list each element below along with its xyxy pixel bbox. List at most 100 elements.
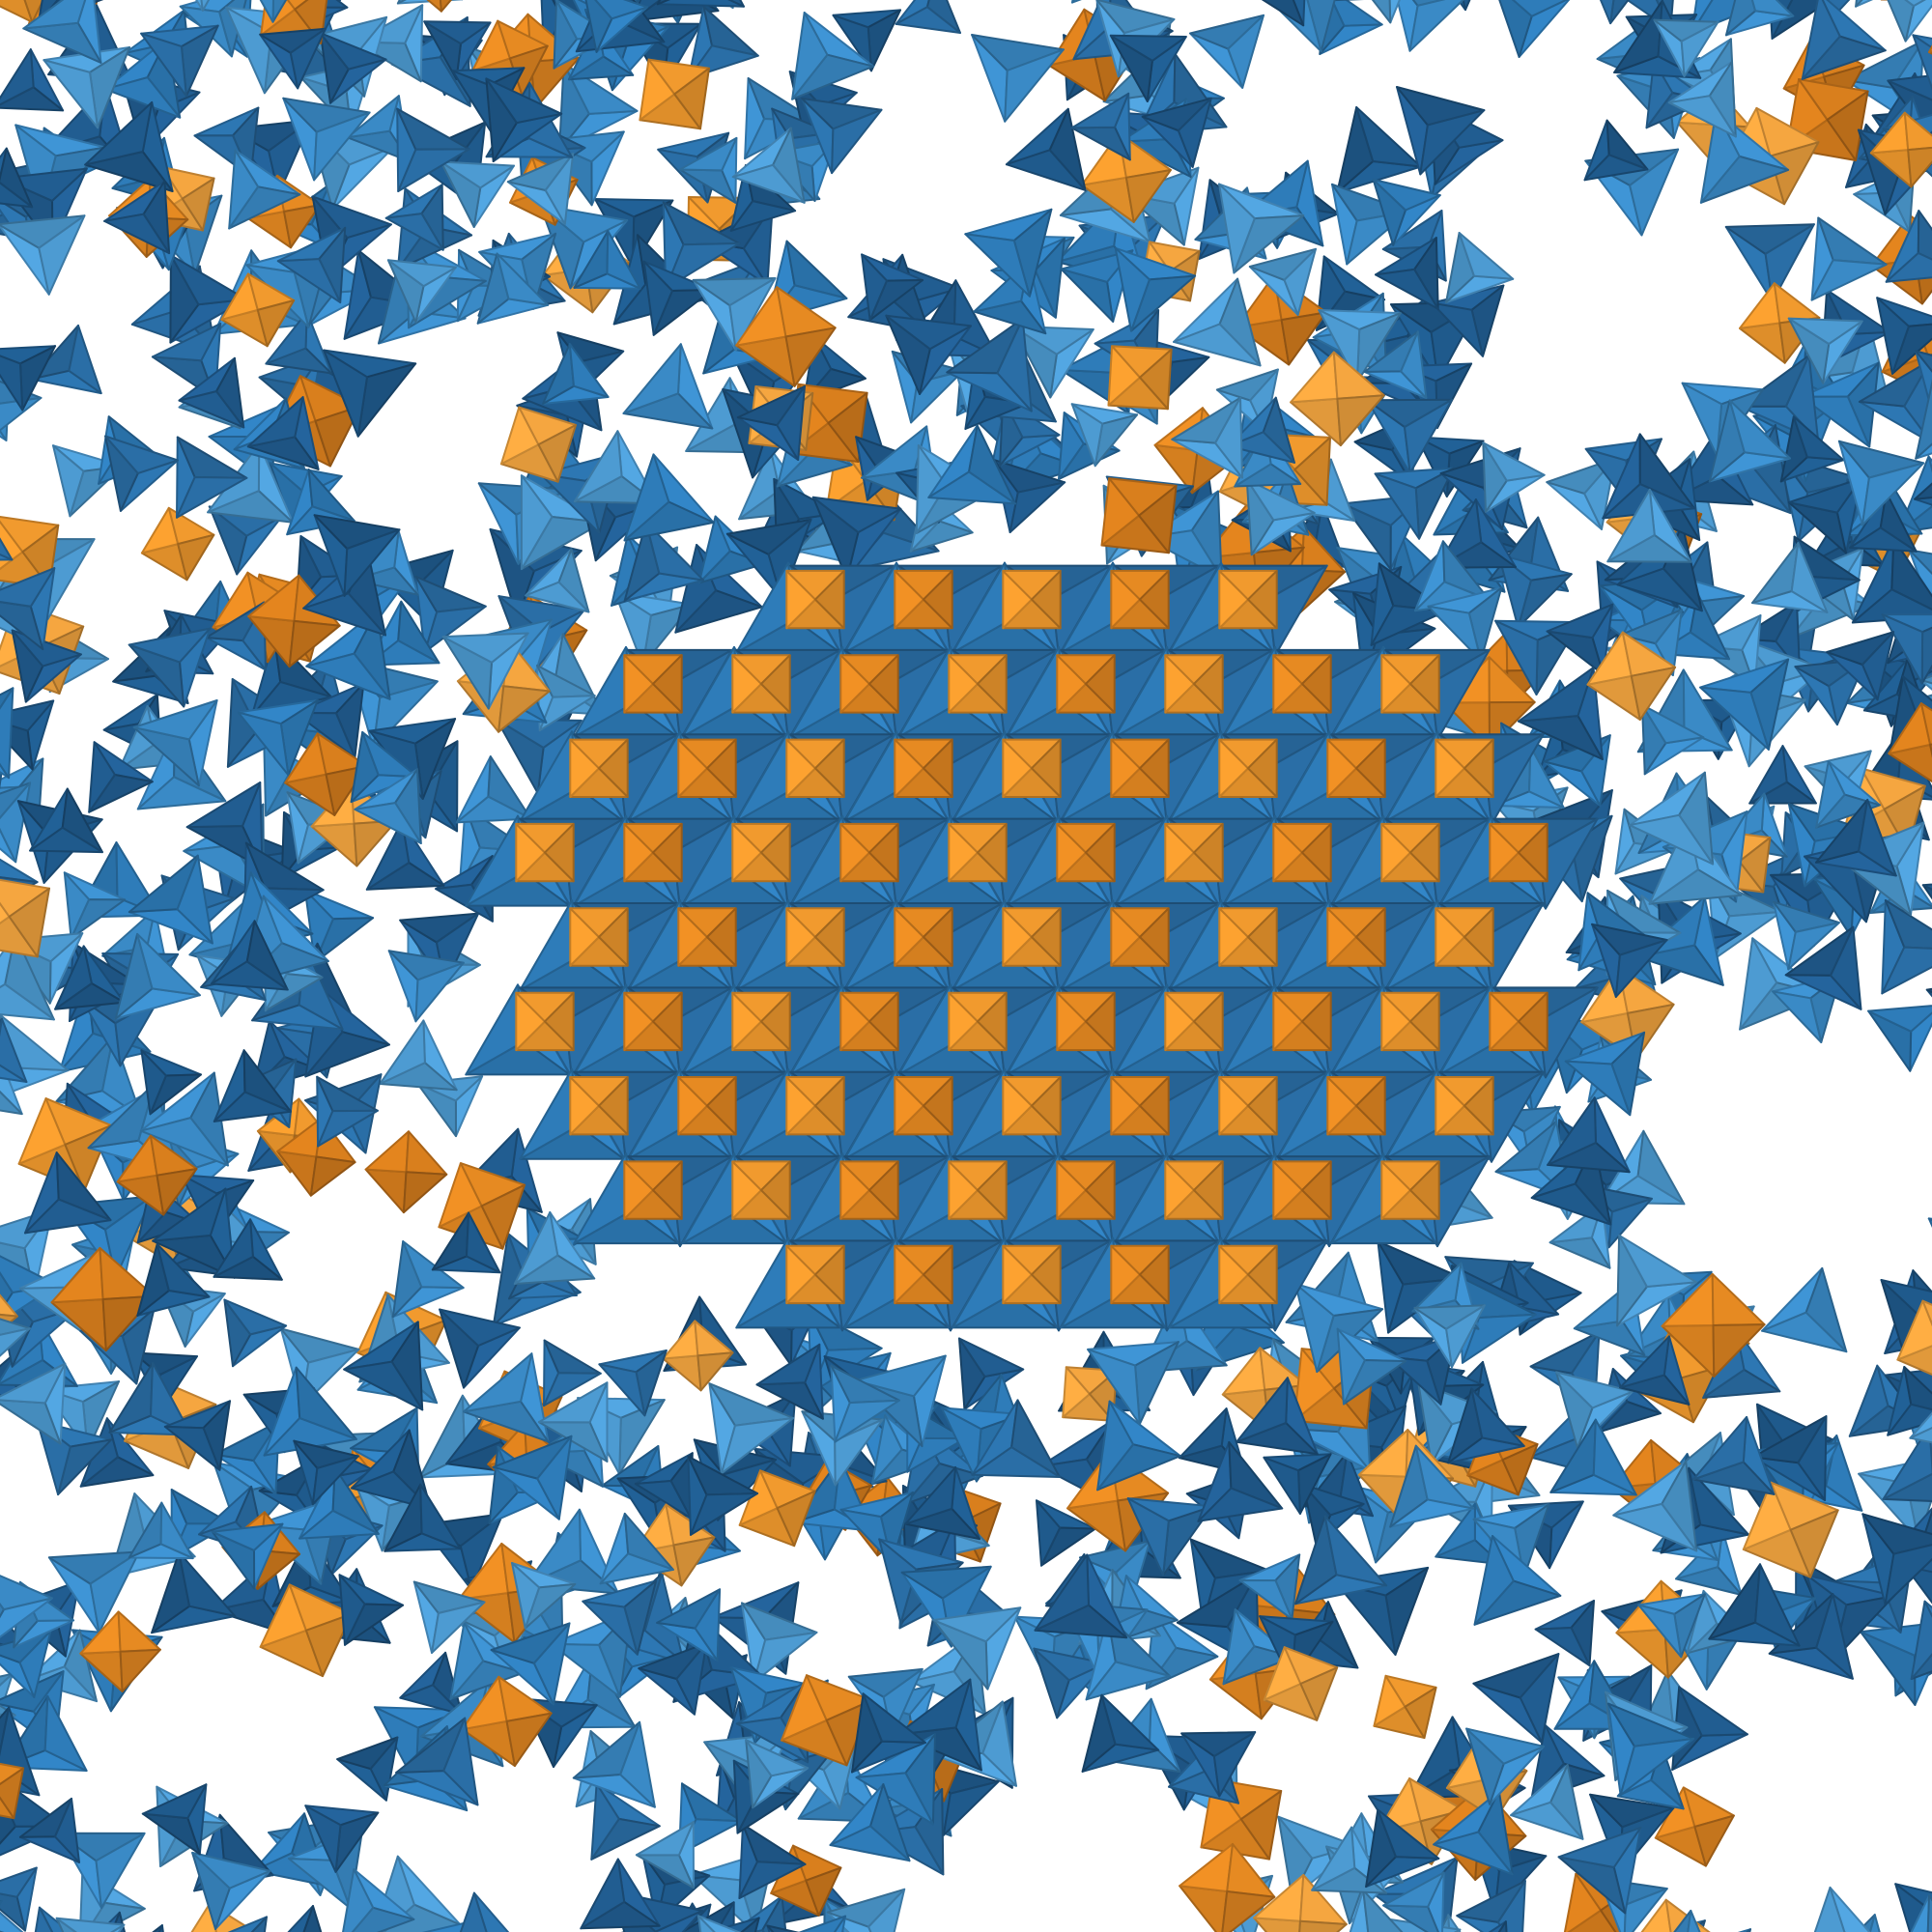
tetrahedron-particle [0,214,86,296]
tetrahedron-face [157,1924,164,1932]
octahedron-face [696,1351,734,1392]
tetrahedron-particle [0,687,14,780]
tetrahedron-face [613,591,652,667]
tetrahedron-face [423,605,487,653]
tetrahedron-particle [741,1602,818,1684]
tetrahedron-particle [1036,1499,1096,1567]
octahedron-particle [1380,654,1440,714]
tetrahedron-particle [440,160,515,228]
tetrahedron-face [1737,1928,1751,1932]
tetrahedron-face [355,1484,390,1552]
octahedron-face [439,0,453,13]
tetrahedron-face [1826,289,1891,335]
tetrahedron-particle [1070,92,1131,161]
tetrahedron-face [1853,191,1911,233]
tetrahedron-face [132,699,218,741]
tetrahedron-face [958,1337,1025,1378]
tetrahedron-face [369,1736,399,1802]
tetrahedron-face [753,1631,818,1684]
tetrahedron-particle [1005,107,1087,191]
octahedron-face [177,533,215,582]
tetrahedron-face [265,311,308,365]
tetrahedron-face [52,444,85,518]
tetrahedron-particle [1431,284,1505,357]
tetrahedron-face [223,1298,288,1336]
tetrahedron-face [1813,1886,1846,1932]
tetrahedron-particle [152,1924,164,1932]
octahedron-face [314,405,362,468]
tetrahedron-face [1848,1364,1889,1437]
octahedron-particle [677,738,737,798]
octahedron-face [276,1150,318,1197]
tetrahedron-face [1519,1653,1560,1744]
tetrahedron-particle [132,699,218,787]
octahedron-particle [731,654,791,714]
tetrahedron-particle [104,435,179,512]
tetrahedron-face [1512,0,1569,17]
octahedron-particle [785,569,845,630]
tetrahedron-particle [1887,0,1932,43]
tetrahedron-face [1682,668,1733,752]
tetrahedron-face [1355,106,1422,168]
tetrahedron-particle [1546,457,1616,530]
tetrahedron-face [1534,1627,1591,1667]
tetrahedron-particle [1724,223,1815,303]
octahedron-face [309,1155,356,1197]
octahedron-particle [1164,654,1224,714]
tetrahedron-particle [895,0,961,34]
tetrahedron-particle [387,950,465,1023]
tetrahedron-face [1825,1435,1863,1512]
tetrahedron-face [379,1019,426,1085]
octahedron-face [1208,1672,1263,1720]
tetrahedron-particle [1761,1266,1848,1353]
tetrahedron-face [1746,1928,1751,1932]
tetrahedron-particle [170,1489,233,1559]
octahedron-particle [1056,654,1116,714]
tetrahedron-face [178,1550,237,1617]
octahedron-particle [639,58,710,130]
tetrahedron-face [1408,0,1464,52]
tetrahedron-particle [1189,14,1264,89]
octahedron-particle [839,654,899,714]
crystal-cluster-layer [465,561,1599,1332]
tetrahedron-particle [1534,1600,1595,1667]
tetrahedron-face [399,1684,464,1716]
octahedron-face [1739,282,1781,329]
tetrahedron-face [497,595,585,633]
tetrahedron-face [1764,223,1815,303]
tetrahedron-particle [622,343,714,430]
octahedron-face [364,1130,410,1174]
octahedron-particle [364,1130,448,1214]
tetrahedron-particle [1867,1005,1932,1072]
tetrahedron-face [1498,0,1533,58]
tetrahedron-face [459,1513,504,1591]
tetrahedron-particle [151,1550,237,1634]
tetrahedron-face [1926,1894,1932,1932]
octahedron-particle [1218,569,1278,630]
tetrahedron-face [63,871,91,940]
octahedron-face [662,1320,699,1360]
tetrahedron-particle [336,1736,399,1802]
octahedron-face [402,1171,448,1214]
octahedron-face [364,1168,408,1214]
octahedron-face [1907,146,1932,188]
tetrahedron-face [34,1906,54,1932]
tetrahedron-face [98,1911,121,1932]
tetrahedron-face [1227,14,1264,89]
octahedron-face [1739,322,1786,364]
octahedron-face [119,1648,161,1692]
octahedron-face [405,1130,448,1176]
tetrahedron-face [1908,549,1932,576]
tetrahedron-particle [223,1298,288,1368]
tetrahedron-particle [1810,216,1888,301]
tetrahedron-particle [379,1019,458,1092]
tetrahedron-particle [455,755,532,824]
tetrahedron-face [1011,325,1094,355]
tetrahedron-face [522,385,603,432]
tetrahedron-particle [1472,1653,1560,1744]
tetrahedron-particle [971,34,1065,123]
tetrahedron-particle [0,1630,52,1698]
tetrahedron-particle [1396,0,1464,52]
octahedron-face [776,1490,816,1548]
